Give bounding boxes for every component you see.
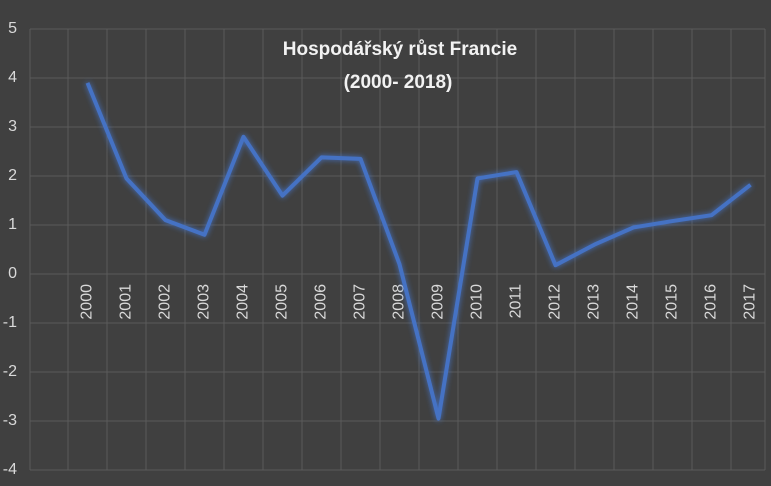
y-tick-label: -2: [3, 363, 17, 380]
y-tick-label: 3: [8, 118, 17, 135]
x-tick-label: 2017: [742, 284, 759, 320]
y-tick-label: 2: [8, 167, 17, 184]
y-tick-label: 5: [8, 20, 17, 37]
x-tick-label: 2004: [235, 284, 252, 320]
x-tick-label: 2005: [274, 284, 291, 320]
x-tick-label: 2003: [196, 284, 213, 320]
x-tick-label: 2012: [547, 284, 564, 320]
x-tick-label: 2009: [430, 284, 447, 320]
x-tick-label: 2013: [586, 284, 603, 320]
x-tick-label: 2000: [79, 284, 96, 320]
x-tick-label: 2011: [508, 284, 525, 319]
y-tick-label: -1: [3, 314, 17, 331]
x-tick-label: 2014: [625, 284, 642, 320]
x-tick-label: 2016: [703, 284, 720, 320]
y-tick-label: -4: [3, 461, 17, 478]
y-tick-label: -3: [3, 412, 17, 429]
line-series: [85, 82, 752, 421]
x-tick-label: 2015: [664, 284, 681, 320]
chart-subtitle: (2000- 2018): [344, 72, 453, 93]
y-tick-label: 4: [8, 69, 17, 86]
x-tick-label: 2010: [469, 284, 486, 320]
x-tick-label: 2006: [313, 284, 330, 320]
x-tick-label: 2008: [391, 284, 408, 320]
chart-title: Hospodářský růst Francie: [283, 39, 517, 60]
x-tick-label: 2007: [352, 284, 369, 320]
x-tick-label: 2001: [118, 284, 135, 320]
y-tick-label: 1: [8, 216, 17, 233]
y-tick-label: 0: [8, 265, 17, 282]
x-tick-label: 2002: [157, 284, 174, 320]
